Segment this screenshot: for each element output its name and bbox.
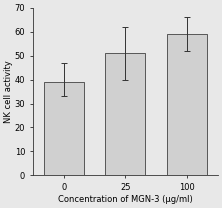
- Bar: [105, 53, 145, 175]
- Y-axis label: NK cell activity: NK cell activity: [4, 60, 13, 123]
- Bar: [167, 34, 207, 175]
- Bar: [44, 82, 84, 175]
- X-axis label: Concentration of MGN-3 (µg/ml): Concentration of MGN-3 (µg/ml): [58, 195, 193, 204]
